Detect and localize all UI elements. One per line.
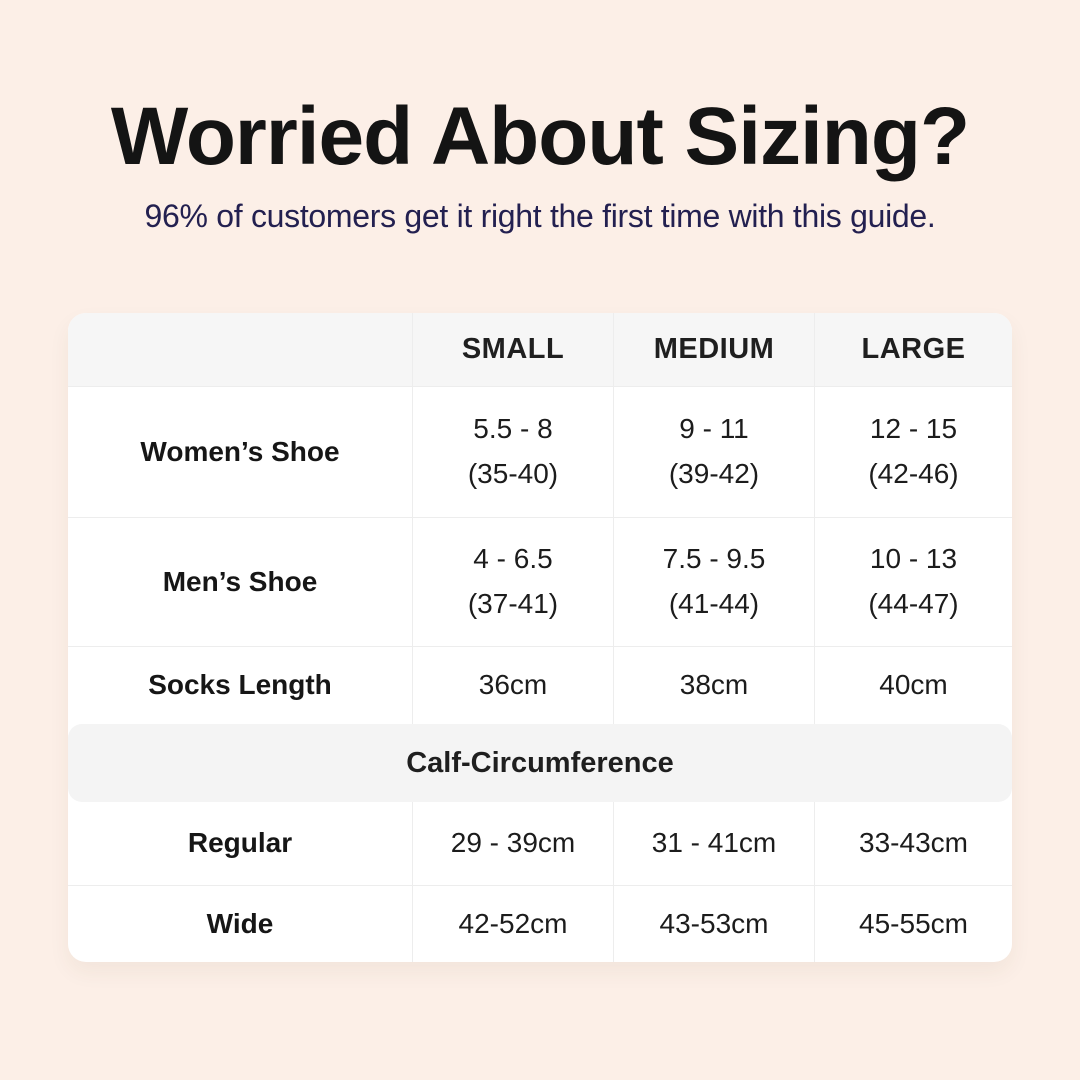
size-value-line: 29 - 39cm xyxy=(450,827,576,859)
size-value-line: 31 - 41cm xyxy=(651,827,777,859)
table-row-womens-shoe: Women’s Shoe 5.5 - 8 (35-40) 9 - 11 (39-… xyxy=(68,386,1012,517)
size-cell: 7.5 - 9.5 (41-44) xyxy=(613,518,814,646)
size-cell: 36cm xyxy=(412,647,613,724)
column-header-small: SMALL xyxy=(412,313,613,386)
table-row-socks-length: Socks Length 36cm 38cm 40cm xyxy=(68,646,1012,724)
size-cell: 33-43cm xyxy=(814,802,1012,885)
size-value-line: 45-55cm xyxy=(859,907,968,939)
header-section: Worried About Sizing? 96% of customers g… xyxy=(0,0,1080,235)
size-chart-table: SMALL MEDIUM LARGE Women’s Shoe 5.5 - 8 … xyxy=(68,313,1012,962)
size-value-line: 43-53cm xyxy=(659,907,769,939)
size-value-line: 9 - 11 xyxy=(679,413,749,445)
row-label: Socks Length xyxy=(148,669,332,701)
size-cell: 40cm xyxy=(814,647,1012,724)
size-value-line: 33-43cm xyxy=(859,827,968,859)
size-cell: 5.5 - 8 (35-40) xyxy=(412,387,613,517)
size-value-line: (42-46) xyxy=(868,458,959,489)
size-cell: 31 - 41cm xyxy=(613,802,814,885)
size-value-line: 36cm xyxy=(478,669,548,701)
page-subtitle: 96% of customers get it right the first … xyxy=(144,198,936,235)
column-header-medium: MEDIUM xyxy=(613,313,814,386)
size-value-line: (39-42) xyxy=(668,458,760,489)
size-cell: 12 - 15 (42-46) xyxy=(814,387,1012,517)
row-label: Women’s Shoe xyxy=(140,435,340,467)
size-value-line: 40cm xyxy=(879,669,948,701)
size-cell: 29 - 39cm xyxy=(412,802,613,885)
size-cell: 45-55cm xyxy=(814,886,1012,962)
size-value-line: 38cm xyxy=(679,669,749,701)
table-row-mens-shoe: Men’s Shoe 4 - 6.5 (37-41) 7.5 - 9.5 (41… xyxy=(68,517,1012,646)
size-value-line: (44-47) xyxy=(868,588,959,619)
size-cell: 42-52cm xyxy=(412,886,613,962)
size-cell: 10 - 13 (44-47) xyxy=(814,518,1012,646)
size-value-line: (37-41) xyxy=(467,588,559,619)
size-cell: 4 - 6.5 (37-41) xyxy=(412,518,613,646)
row-label: Regular xyxy=(187,827,293,859)
size-cell: 43-53cm xyxy=(613,886,814,962)
table-header-row: SMALL MEDIUM LARGE xyxy=(68,313,1012,386)
table-row-regular: Regular 29 - 39cm 31 - 41cm 33-43cm xyxy=(68,802,1012,885)
row-label: Wide xyxy=(206,907,274,939)
corner-cell xyxy=(68,313,412,386)
column-header-large: LARGE xyxy=(814,313,1012,386)
size-cell: 38cm xyxy=(613,647,814,724)
size-value-line: 7.5 - 9.5 xyxy=(662,543,766,575)
calf-circumference-section-header: Calf-Circumference xyxy=(68,724,1012,802)
size-value-line: (35-40) xyxy=(467,458,559,489)
size-cell: 9 - 11 (39-42) xyxy=(613,387,814,517)
page-title: Worried About Sizing? xyxy=(110,91,970,182)
size-value-line: 5.5 - 8 xyxy=(473,413,553,445)
size-value-line: (41-44) xyxy=(668,588,760,619)
size-value-line: 12 - 15 xyxy=(869,413,958,445)
table-row-wide: Wide 42-52cm 43-53cm 45-55cm xyxy=(68,885,1012,962)
size-value-line: 4 - 6.5 xyxy=(473,543,553,575)
size-value-line: 10 - 13 xyxy=(869,543,958,575)
row-label: Men’s Shoe xyxy=(162,565,318,597)
size-value-line: 42-52cm xyxy=(458,907,568,939)
